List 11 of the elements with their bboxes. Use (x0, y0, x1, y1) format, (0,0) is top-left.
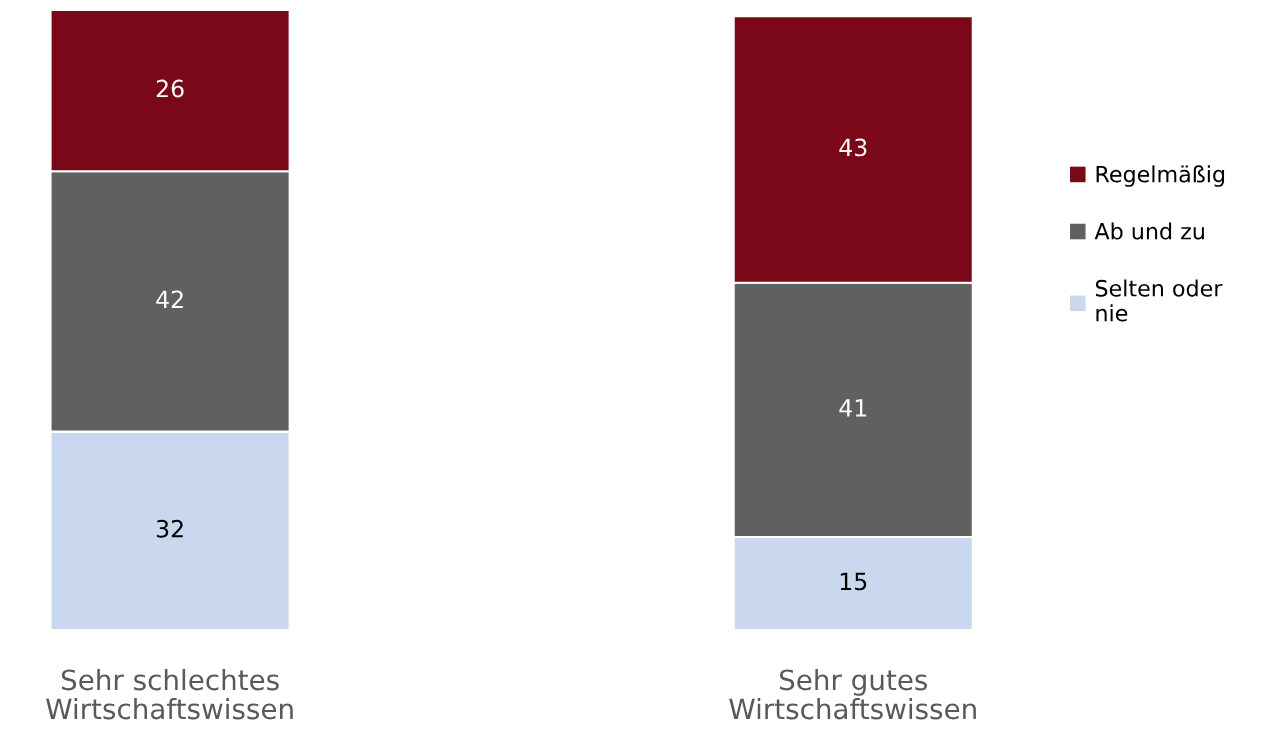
data-label: 32 (156, 519, 183, 538)
data-label: 42 (156, 290, 183, 308)
data-label: 15 (840, 572, 867, 591)
x-tick-label: Sehr schlechtes Wirtschaftswissen (46, 668, 293, 720)
legend-label: Ab und zu (1094, 222, 1204, 240)
legend-label: Regelmäßig (1096, 165, 1225, 187)
data-label: 41 (839, 399, 867, 417)
data-label: 26 (156, 79, 184, 98)
legend-label: Selten oder nie (1095, 279, 1223, 322)
data-label: 43 (839, 138, 867, 157)
x-tick-label: Sehr gutes Wirtschaftswissen (729, 668, 976, 720)
